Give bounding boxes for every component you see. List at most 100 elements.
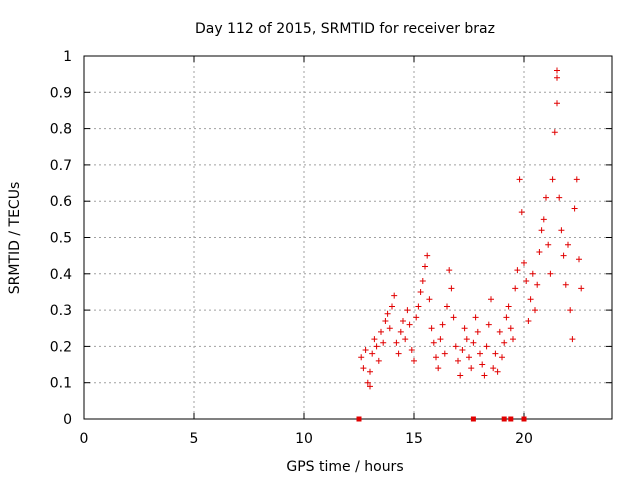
data-point	[578, 285, 585, 292]
data-point-zero	[508, 416, 514, 422]
data-points	[356, 67, 585, 422]
data-point	[430, 339, 437, 346]
x-tick-label: 10	[295, 431, 313, 447]
data-point	[371, 336, 378, 343]
x-tick-label: 0	[80, 431, 89, 447]
data-point	[419, 278, 426, 285]
data-point-zero	[521, 416, 527, 422]
data-point	[571, 205, 578, 212]
data-point	[494, 368, 501, 375]
data-point	[488, 296, 494, 303]
data-point	[483, 343, 490, 350]
data-point	[395, 350, 402, 357]
data-point	[411, 357, 417, 364]
data-point	[567, 307, 574, 314]
y-axis-label: SRMTID / TECUs	[7, 182, 23, 295]
data-point	[389, 303, 395, 310]
data-point	[437, 336, 444, 343]
data-point	[397, 328, 404, 335]
data-point-zero	[501, 416, 507, 422]
data-point	[543, 194, 549, 201]
data-point	[413, 314, 420, 321]
data-point	[556, 194, 563, 201]
data-point	[415, 303, 422, 310]
data-point	[446, 267, 453, 274]
data-point	[448, 285, 455, 292]
data-point	[417, 288, 424, 295]
x-tick-label: 15	[405, 431, 423, 447]
data-point	[468, 365, 475, 372]
data-point	[375, 357, 382, 364]
y-tick-label: 0.2	[50, 339, 72, 355]
data-point	[529, 270, 536, 277]
data-point	[562, 281, 569, 288]
data-point	[558, 227, 565, 234]
data-point	[554, 100, 560, 107]
data-point	[457, 372, 464, 379]
data-point	[527, 296, 534, 303]
data-point	[433, 354, 439, 361]
data-point	[400, 317, 406, 324]
data-point	[364, 379, 371, 386]
data-point	[384, 310, 391, 317]
data-point	[485, 321, 492, 328]
data-point	[422, 263, 428, 270]
y-tick-label: 0	[63, 412, 72, 428]
data-point	[534, 281, 541, 288]
data-point	[549, 176, 556, 183]
data-point	[362, 347, 369, 354]
data-point	[373, 343, 380, 350]
y-tick-label: 0.6	[50, 194, 72, 210]
x-tick-label: 5	[190, 431, 199, 447]
data-point	[523, 278, 530, 285]
data-point	[439, 321, 446, 328]
data-point-zero	[356, 416, 362, 422]
data-point	[459, 347, 466, 354]
y-tick-label: 0.3	[50, 303, 72, 319]
data-point	[569, 336, 576, 343]
data-point	[360, 365, 367, 372]
data-point	[536, 249, 543, 256]
data-point	[450, 314, 457, 321]
data-point	[499, 354, 505, 361]
x-tick-label: 20	[515, 431, 533, 447]
data-point	[367, 368, 373, 375]
grid	[84, 56, 612, 419]
data-point	[532, 307, 538, 314]
data-point	[463, 336, 470, 343]
data-point	[503, 314, 510, 321]
data-point	[472, 314, 479, 321]
data-point	[444, 303, 450, 310]
y-tick-label: 0.1	[50, 376, 72, 392]
data-point	[428, 325, 435, 332]
data-point-zero	[470, 416, 476, 422]
data-point	[554, 67, 560, 74]
data-point	[441, 350, 448, 357]
y-tick-label: 0.4	[50, 267, 72, 283]
data-point	[576, 256, 582, 263]
data-point	[501, 339, 508, 346]
axis-ticks	[83, 55, 612, 420]
data-point	[496, 328, 503, 335]
data-point	[426, 296, 433, 303]
data-point	[505, 303, 512, 310]
data-point	[406, 321, 413, 328]
x-tick-labels: 0 5 10 15 20	[80, 431, 533, 447]
x-axis-label: GPS time / hours	[286, 459, 403, 475]
chart-title: Day 112 of 2015, SRMTID for receiver bra…	[195, 21, 495, 37]
data-point	[378, 328, 384, 335]
data-point	[538, 227, 545, 234]
data-point	[477, 350, 483, 357]
data-point	[492, 350, 499, 357]
data-point	[560, 252, 567, 259]
data-point	[466, 354, 472, 361]
y-tick-label: 1	[63, 49, 72, 65]
data-point	[382, 317, 389, 324]
data-point	[525, 317, 532, 324]
data-point	[573, 176, 580, 183]
data-point	[474, 328, 481, 335]
data-point	[547, 270, 554, 277]
data-point	[518, 209, 525, 216]
data-point	[452, 343, 459, 350]
